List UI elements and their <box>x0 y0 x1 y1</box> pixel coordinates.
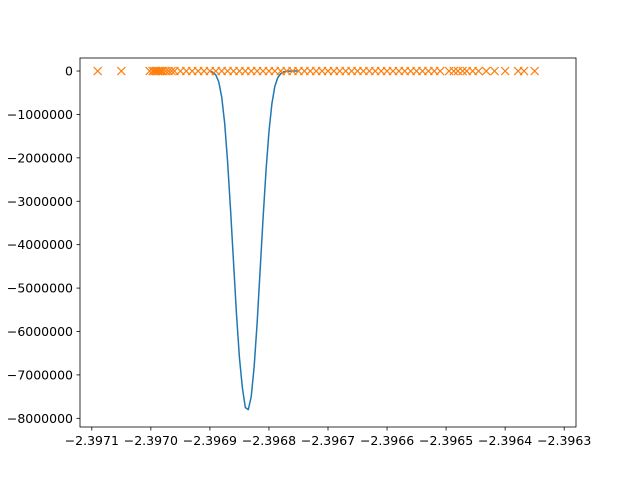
series-marker <box>519 66 529 76</box>
series-marker <box>500 66 510 76</box>
series-marker <box>435 66 445 76</box>
series-marker <box>93 66 103 76</box>
series-marker <box>474 66 483 76</box>
series-marker <box>481 66 491 76</box>
plot-frame <box>79 57 577 428</box>
series-marker <box>490 66 499 76</box>
series-line-0 <box>209 70 299 411</box>
axes-layer: −2.3971 −2.3970 −2.3969 −2.3968 −2.3967 −2.39… <box>7 64 591 448</box>
series-marker <box>449 66 459 76</box>
y-tick-label: 0 <box>65 64 73 79</box>
series-marker <box>116 66 126 76</box>
y-tick-label: −3000000 <box>7 194 73 209</box>
x-tick-label: −2.3968 <box>242 433 296 448</box>
y-tick-label: −2000000 <box>7 150 73 165</box>
x-tick-label: −2.3967 <box>301 433 355 448</box>
y-tick-label: −6000000 <box>7 324 73 339</box>
series-marker <box>157 66 166 76</box>
x-tick-label: −2.3971 <box>65 433 119 448</box>
x-tick-label: −2.3963 <box>537 433 591 448</box>
y-tick-label: −5000000 <box>7 281 73 296</box>
x-tick-label: −2.3966 <box>360 433 414 448</box>
x-tick-label: −2.3965 <box>419 433 473 448</box>
y-tick-label: −8000000 <box>7 411 73 426</box>
series-marker <box>167 66 176 76</box>
x-tick-label: −2.3964 <box>478 433 532 448</box>
x-tick-label: −2.3970 <box>124 433 178 448</box>
y-tick-label: −1000000 <box>7 107 73 122</box>
y-tick-label: −4000000 <box>7 237 73 252</box>
plot-area <box>80 58 576 427</box>
x-tick-label: −2.3969 <box>183 433 237 448</box>
series-layer <box>93 66 540 411</box>
series-marker <box>530 66 540 76</box>
series-marker <box>458 66 468 76</box>
y-tick-label: −7000000 <box>7 367 73 382</box>
